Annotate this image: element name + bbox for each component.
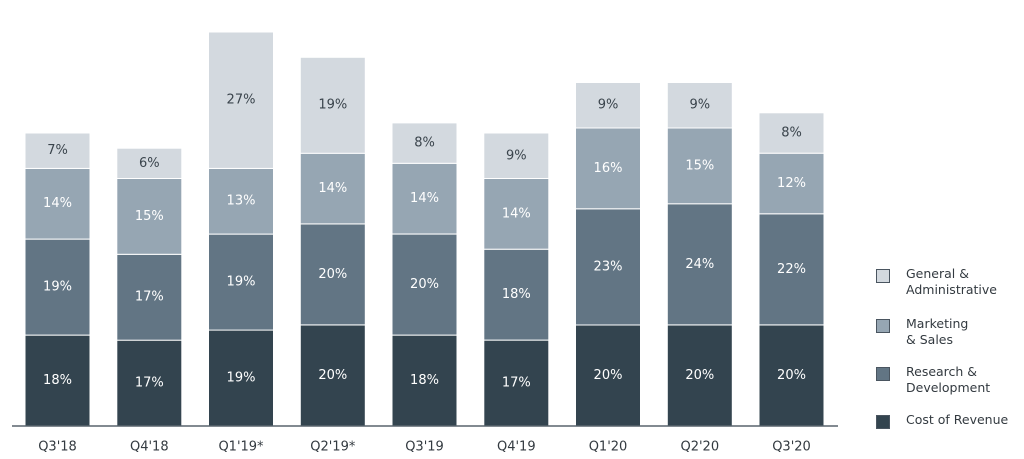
- bar-segment: [24, 334, 91, 427]
- bar-segment: [391, 162, 458, 235]
- data-label: 14%: [43, 196, 72, 211]
- data-label: 20%: [777, 368, 806, 383]
- legend-swatch: [876, 319, 890, 333]
- data-label: 14%: [502, 206, 531, 221]
- bar-segment: [758, 213, 825, 326]
- data-label: 20%: [685, 368, 714, 383]
- bar-segment: [391, 233, 458, 336]
- bar-segment: [24, 132, 91, 169]
- data-label: 6%: [139, 156, 160, 171]
- data-label: 19%: [227, 275, 256, 290]
- x-tick-label: Q1'19*: [218, 440, 264, 455]
- bar-segment: [208, 31, 274, 169]
- data-label: 8%: [414, 136, 435, 151]
- data-label: 18%: [502, 287, 531, 302]
- data-label: 15%: [685, 158, 714, 173]
- data-label: 17%: [502, 376, 531, 391]
- x-tick-labels: Q3'18 Q4'18 Q1'19* Q2'19* Q3'19 Q4'19 Q1'20 Q2'…: [38, 440, 811, 455]
- data-label: 20%: [318, 368, 347, 383]
- legend-item-general-administrative: General & Administrative: [876, 266, 997, 298]
- bar-segment: [116, 339, 183, 427]
- legend-item-research-development: Research & Development: [876, 364, 990, 396]
- x-tick-label: Q2'19*: [310, 440, 356, 455]
- bar-segment: [575, 324, 641, 427]
- data-label: 22%: [777, 262, 806, 277]
- data-label: 20%: [318, 267, 347, 282]
- bar-segment: [299, 324, 366, 427]
- x-tick-label: Q2'20: [680, 440, 719, 455]
- data-label: 15%: [135, 209, 164, 224]
- legend-swatch: [876, 269, 890, 283]
- data-label: 12%: [777, 176, 806, 191]
- legend-swatch: [876, 415, 890, 429]
- bar-segment: [666, 82, 733, 129]
- bar-segment: [483, 339, 550, 427]
- x-tick-label: Q1'20: [589, 440, 628, 455]
- bar-segment: [299, 56, 366, 154]
- x-tick-label: Q3'18: [38, 440, 77, 455]
- bar-segment: [24, 238, 91, 336]
- legend-item-marketing-sales: Marketing & Sales: [876, 316, 968, 348]
- legend-label: Marketing & Sales: [906, 316, 969, 347]
- x-tick-label: Q3'19: [405, 440, 444, 455]
- bar-segment: [208, 233, 274, 331]
- bar-segment: [483, 132, 550, 179]
- bar-segment: [116, 253, 183, 341]
- data-label: 9%: [506, 148, 527, 163]
- bar-segment: [391, 122, 458, 164]
- data-label: 7%: [47, 143, 68, 158]
- data-label: 9%: [689, 98, 710, 113]
- data-label: 18%: [410, 373, 439, 388]
- data-label: 16%: [594, 161, 623, 176]
- data-label: 14%: [410, 191, 439, 206]
- bar-segment: [575, 208, 641, 326]
- data-label: 19%: [227, 371, 256, 386]
- data-label: 18%: [43, 373, 72, 388]
- bar-segment: [116, 178, 183, 255]
- x-tick-label: Q4'19: [497, 440, 536, 455]
- bar-segment: [575, 127, 641, 210]
- data-label: 23%: [594, 259, 623, 274]
- bar-segment: [299, 152, 366, 225]
- legend-label: Cost of Revenue: [906, 412, 1009, 427]
- bar-segment: [208, 167, 274, 235]
- data-label: 17%: [135, 290, 164, 305]
- legend-item-cost-of-revenue: Cost of Revenue: [876, 412, 1008, 429]
- data-label: 8%: [781, 126, 802, 141]
- legend-label: General & Administrative: [906, 266, 997, 297]
- bar-segment: [758, 152, 825, 215]
- data-label: 20%: [410, 277, 439, 292]
- bar-segment: [483, 178, 550, 250]
- data-label: 19%: [318, 98, 347, 113]
- bar-segment: [758, 324, 825, 427]
- bar-segment: [575, 82, 641, 129]
- data-label: 17%: [135, 376, 164, 391]
- data-label: 14%: [318, 181, 347, 196]
- bar-segment: [666, 324, 733, 427]
- legend-label: Research & Development: [906, 364, 991, 395]
- data-label: 19%: [43, 280, 72, 295]
- bar-segment: [116, 147, 183, 179]
- bar-segment: [391, 334, 458, 427]
- data-label: 24%: [685, 257, 714, 272]
- x-tick-label: Q3'20: [772, 440, 811, 455]
- data-label: 20%: [594, 368, 623, 383]
- bar-segment: [758, 112, 825, 154]
- legend-swatch: [876, 367, 890, 381]
- bar-segment: [666, 203, 733, 326]
- bars-group: 18% 19% 14% 7% 17% 17% 15% 6% 19% 19% 13% 27% 20% 20%…: [24, 31, 825, 427]
- data-label: 13%: [227, 194, 256, 209]
- data-label: 9%: [598, 98, 619, 113]
- data-label: 27%: [227, 93, 256, 108]
- x-tick-label: Q4'18: [130, 440, 169, 455]
